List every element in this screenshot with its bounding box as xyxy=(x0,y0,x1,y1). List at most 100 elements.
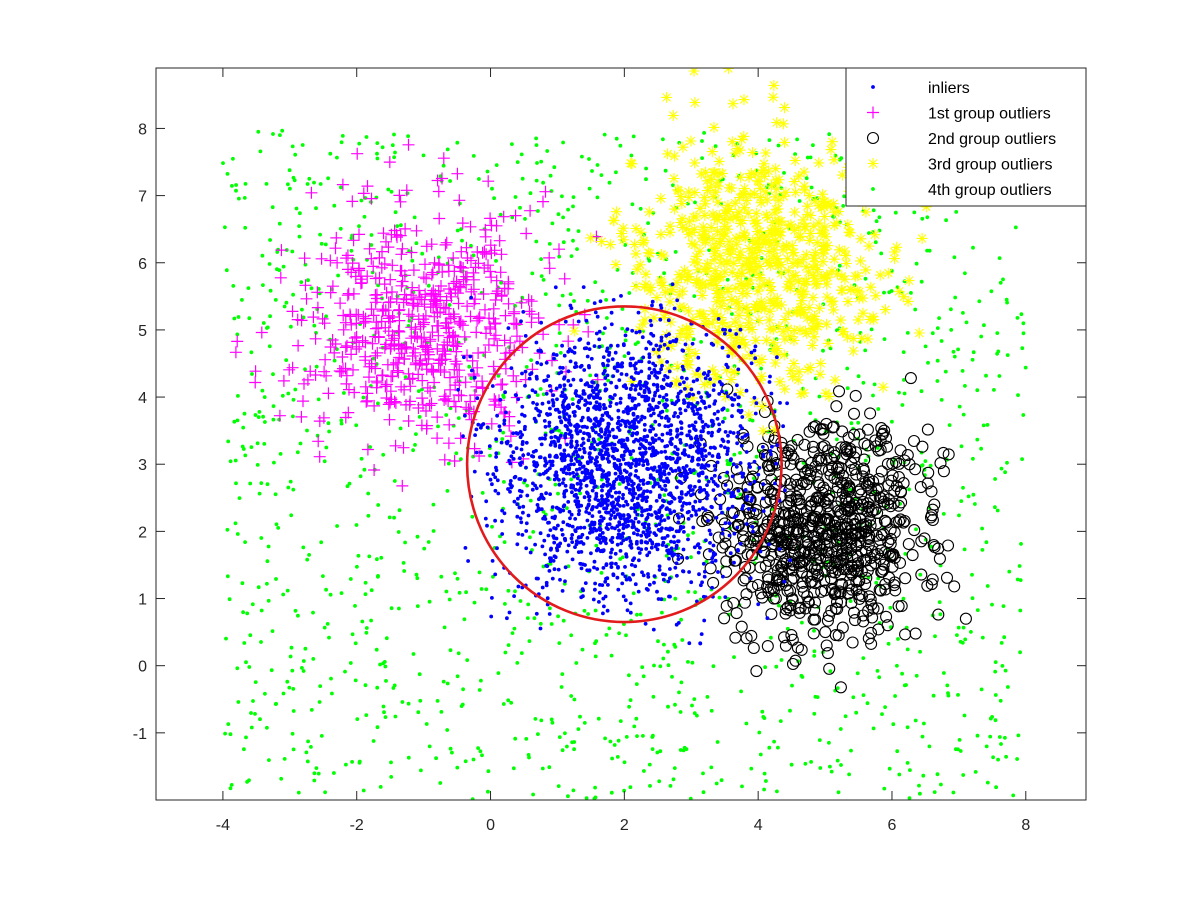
data-point xyxy=(898,514,911,528)
data-point xyxy=(861,497,874,510)
data-point xyxy=(847,772,851,777)
data-point xyxy=(771,183,783,195)
data-point xyxy=(299,279,312,292)
data-point xyxy=(521,510,525,515)
data-point xyxy=(758,158,770,170)
data-point xyxy=(596,236,608,248)
data-point xyxy=(340,134,345,138)
data-point xyxy=(694,282,706,294)
data-point xyxy=(747,462,752,466)
data-point xyxy=(1006,685,1010,689)
data-point xyxy=(737,187,749,199)
data-point xyxy=(914,481,927,494)
data-point xyxy=(870,484,883,497)
data-point xyxy=(347,234,360,247)
data-point xyxy=(535,402,539,407)
data-point xyxy=(993,669,998,674)
data-point xyxy=(907,434,921,448)
data-point xyxy=(453,376,466,389)
data-point xyxy=(292,339,305,352)
data-point xyxy=(301,659,306,663)
data-point xyxy=(957,738,962,742)
data-point xyxy=(755,296,767,308)
data-point xyxy=(380,286,393,299)
data-point xyxy=(913,327,925,339)
data-point xyxy=(433,212,446,225)
data-point xyxy=(808,596,822,609)
data-point xyxy=(775,259,787,271)
data-point xyxy=(845,456,858,469)
data-point xyxy=(779,102,790,114)
data-point xyxy=(304,750,309,755)
data-point xyxy=(324,341,337,353)
data-point xyxy=(557,331,562,335)
data-point xyxy=(305,759,310,764)
data-point xyxy=(862,604,875,617)
data-point xyxy=(441,679,446,684)
data-point xyxy=(477,288,490,300)
data-point xyxy=(389,606,394,611)
data-point xyxy=(856,374,861,379)
data-point xyxy=(382,241,395,254)
data-point xyxy=(506,487,510,491)
data-point xyxy=(670,401,675,406)
data-point xyxy=(405,246,418,259)
data-point xyxy=(783,509,797,522)
data-point xyxy=(822,554,835,567)
data-point xyxy=(249,445,254,449)
data-point xyxy=(658,664,663,669)
data-point xyxy=(863,240,875,252)
data-point xyxy=(821,647,834,660)
data-point xyxy=(462,403,475,416)
data-point xyxy=(582,721,587,725)
data-point xyxy=(541,496,546,501)
data-point xyxy=(629,375,634,380)
data-point xyxy=(979,446,983,451)
data-point xyxy=(700,139,704,143)
data-point xyxy=(523,369,528,374)
data-point xyxy=(756,370,768,382)
data-point xyxy=(455,245,468,258)
data-point xyxy=(601,355,606,359)
data-point xyxy=(728,554,741,567)
data-point xyxy=(342,263,354,276)
data-point xyxy=(912,210,917,215)
data-point xyxy=(699,318,711,330)
data-point xyxy=(696,230,708,242)
data-point xyxy=(687,641,692,646)
data-point xyxy=(757,730,762,735)
data-point xyxy=(446,461,451,466)
data-point xyxy=(681,331,693,343)
data-point xyxy=(737,334,749,346)
data-point xyxy=(366,337,379,350)
data-point xyxy=(672,361,684,373)
data-point xyxy=(568,383,573,388)
data-point xyxy=(667,110,679,121)
data-point xyxy=(565,549,570,554)
data-point xyxy=(1007,569,1012,574)
data-point xyxy=(654,499,659,503)
data-point xyxy=(415,534,420,539)
data-point xyxy=(891,241,903,253)
data-point xyxy=(358,474,363,479)
data-point xyxy=(610,357,615,361)
data-point xyxy=(384,315,397,328)
data-point xyxy=(502,297,515,310)
data-point xyxy=(421,153,426,158)
data-point xyxy=(346,257,359,270)
data-point xyxy=(662,642,666,647)
data-point xyxy=(681,382,693,394)
data-point xyxy=(563,483,568,488)
data-point xyxy=(807,446,820,459)
data-point xyxy=(737,280,749,292)
data-point xyxy=(846,551,859,564)
data-point xyxy=(604,387,609,392)
data-point xyxy=(927,248,932,253)
data-point xyxy=(579,396,584,401)
data-point xyxy=(531,792,535,797)
data-point xyxy=(225,574,230,579)
data-point xyxy=(800,249,812,261)
data-point xyxy=(518,205,522,210)
data-point xyxy=(784,477,797,490)
data-point xyxy=(273,409,286,422)
